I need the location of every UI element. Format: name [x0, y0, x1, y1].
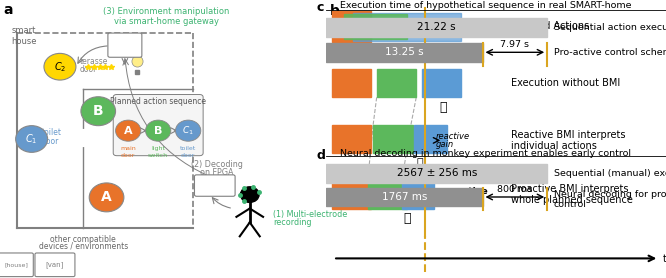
FancyBboxPatch shape — [35, 253, 75, 277]
Text: Execution without BMI: Execution without BMI — [511, 78, 620, 88]
Text: smart
house: smart house — [12, 26, 37, 46]
Circle shape — [116, 120, 141, 141]
Text: 13.25 s: 13.25 s — [385, 47, 424, 57]
Text: other compatible: other compatible — [51, 235, 116, 244]
Circle shape — [176, 120, 201, 141]
Bar — [326, 43, 483, 62]
Text: d: d — [316, 149, 325, 162]
Text: 🐢: 🐢 — [416, 158, 423, 168]
Text: light: light — [151, 146, 165, 151]
Circle shape — [44, 53, 76, 80]
Text: Neural decoding in monkey experiment enables early control: Neural decoding in monkey experiment ena… — [340, 149, 631, 158]
Text: [house]: [house] — [4, 262, 28, 267]
Circle shape — [240, 187, 259, 202]
Bar — [332, 70, 372, 97]
Text: 21.22 s: 21.22 s — [418, 22, 456, 32]
Text: door: door — [42, 137, 59, 146]
Bar — [422, 70, 461, 97]
Circle shape — [81, 97, 116, 126]
Text: Proactive BMI interprets
whole planned sequence: Proactive BMI interprets whole planned s… — [511, 184, 633, 205]
Text: recording: recording — [273, 218, 312, 227]
Text: 800 ms: 800 ms — [498, 185, 533, 194]
Bar — [326, 18, 547, 37]
Bar — [326, 164, 547, 183]
Text: A: A — [124, 126, 133, 136]
Bar — [368, 181, 408, 208]
Text: Neural decoding for proactive
control: Neural decoding for proactive control — [554, 190, 666, 209]
Text: A: A — [101, 190, 112, 204]
Text: time: time — [663, 254, 666, 264]
Text: 🐢: 🐢 — [440, 101, 447, 113]
Text: reactive: reactive — [436, 132, 470, 141]
Text: [van]: [van] — [46, 261, 64, 268]
Text: gain: gain — [436, 140, 454, 149]
Bar — [332, 11, 372, 42]
Text: Pro-active control scheme: Pro-active control scheme — [554, 48, 666, 57]
Text: $C_1$: $C_1$ — [25, 132, 38, 146]
Bar — [377, 70, 416, 97]
Text: 2567 ± 256 ms: 2567 ± 256 ms — [396, 168, 477, 178]
Text: $C_2$: $C_2$ — [54, 60, 66, 74]
Text: (3) Environment manipulation: (3) Environment manipulation — [103, 7, 230, 16]
Bar — [326, 188, 483, 206]
Text: 🏃: 🏃 — [404, 212, 411, 225]
Circle shape — [146, 120, 170, 141]
Bar — [353, 13, 461, 41]
Circle shape — [89, 183, 124, 212]
Text: Reactive BMI interprets
individual actions: Reactive BMI interprets individual actio… — [511, 130, 625, 151]
Text: (2) Decoding: (2) Decoding — [190, 160, 242, 169]
Text: door: door — [181, 153, 195, 158]
Text: door: door — [80, 65, 97, 74]
Text: a: a — [3, 3, 13, 17]
Text: b: b — [330, 4, 340, 18]
FancyBboxPatch shape — [113, 95, 203, 156]
Text: c: c — [316, 1, 324, 14]
Text: main: main — [121, 146, 136, 151]
Text: via smart-home gateway: via smart-home gateway — [114, 17, 219, 26]
Text: Execution time of hypothetical sequence in real SMART-home: Execution time of hypothetical sequence … — [340, 1, 631, 11]
Text: switch: switch — [148, 153, 168, 158]
Text: B: B — [154, 126, 163, 136]
Text: toilet: toilet — [42, 128, 62, 136]
Bar — [402, 181, 434, 208]
FancyBboxPatch shape — [0, 253, 33, 277]
Bar — [373, 125, 413, 153]
Text: devices / environments: devices / environments — [39, 242, 128, 251]
Text: Planned action sequence: Planned action sequence — [110, 97, 206, 106]
Text: $C_1$: $C_1$ — [182, 125, 194, 137]
Text: B: B — [93, 104, 103, 118]
Bar — [332, 181, 372, 208]
Bar — [332, 125, 372, 153]
Circle shape — [16, 126, 48, 152]
Bar — [344, 14, 408, 39]
Text: (1) Multi-electrode: (1) Multi-electrode — [273, 210, 347, 219]
FancyBboxPatch shape — [194, 175, 235, 196]
Text: 7.97 s: 7.97 s — [500, 40, 529, 49]
Text: 1767 ms: 1767 ms — [382, 192, 427, 202]
Text: terasse: terasse — [80, 57, 109, 66]
Text: Planned Actions: Planned Actions — [511, 21, 589, 31]
Text: Sequential (manual) execution: Sequential (manual) execution — [554, 169, 666, 178]
Text: pro-active: pro-active — [436, 187, 488, 196]
Text: door: door — [121, 153, 135, 158]
Text: toilet: toilet — [180, 146, 196, 151]
Text: gain: gain — [436, 197, 458, 206]
FancyBboxPatch shape — [108, 33, 142, 57]
Bar — [414, 125, 447, 153]
Text: Sequential action execution: Sequential action execution — [554, 23, 666, 32]
Text: on FPGA: on FPGA — [200, 168, 233, 177]
